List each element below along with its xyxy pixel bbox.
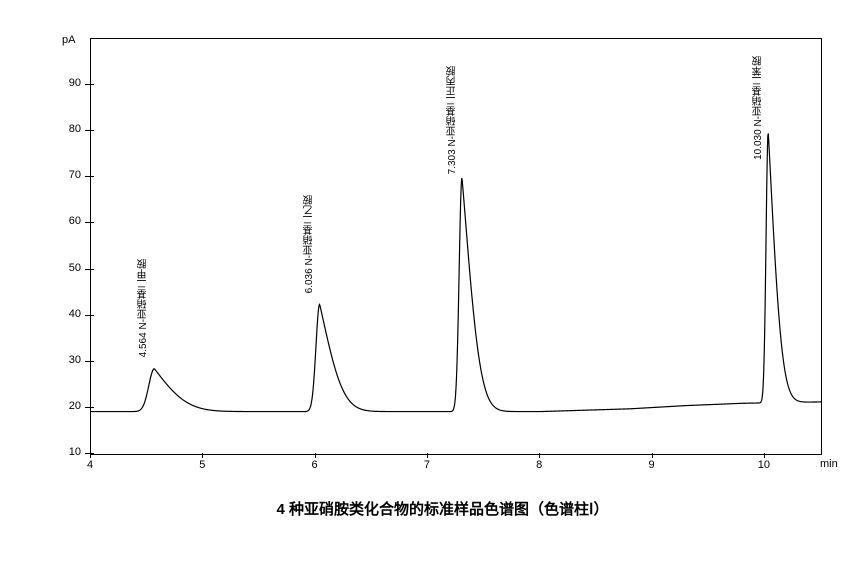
y-tick-inner — [90, 315, 94, 316]
y-tick-label: 90 — [55, 77, 81, 89]
y-tick-inner — [90, 130, 94, 131]
x-tick — [90, 453, 91, 458]
peak-label: 6.036 N-亚硝基二乙胺 — [302, 195, 317, 293]
x-tick-label: 6 — [300, 459, 330, 471]
x-tick — [315, 453, 316, 458]
x-tick — [652, 453, 653, 458]
y-tick-inner — [90, 222, 94, 223]
y-axis-unit: pA — [62, 34, 75, 46]
y-tick-label: 30 — [55, 354, 81, 366]
y-tick-label: 60 — [55, 215, 81, 227]
x-axis-unit: min — [820, 458, 838, 470]
x-tick-label: 10 — [749, 459, 779, 471]
x-tick — [427, 453, 428, 458]
y-tick-label: 50 — [55, 262, 81, 274]
y-tick-label: 20 — [55, 400, 81, 412]
chromatogram-trace — [91, 133, 821, 411]
y-tick-label: 70 — [55, 169, 81, 181]
y-tick-label: 10 — [55, 446, 81, 458]
y-tick-inner — [90, 361, 94, 362]
x-tick — [764, 453, 765, 458]
x-tick — [202, 453, 203, 458]
x-tick-label: 5 — [187, 459, 217, 471]
y-tick-label: 80 — [55, 123, 81, 135]
y-tick-inner — [90, 269, 94, 270]
y-tick-inner — [90, 407, 94, 408]
y-tick-label: 40 — [55, 308, 81, 320]
x-tick-label: 9 — [637, 459, 667, 471]
y-tick-inner — [90, 176, 94, 177]
x-tick-label: 7 — [412, 459, 442, 471]
y-tick-inner — [90, 84, 94, 85]
x-tick — [539, 453, 540, 458]
x-tick-label: 4 — [75, 459, 105, 471]
peak-label: 7.303 N-亚硝基二正丙胺 — [445, 66, 460, 174]
chromatogram-chart: 10 20 30 40 50 60 70 80 90 4 5 6 7 8 9 10 pA min 4.564 N-亚… — [20, 20, 845, 559]
peak-label: 10.030 N-亚硝基二苯胺 — [751, 56, 766, 160]
peak-label: 4.564 N-亚硝基二甲胺 — [136, 259, 151, 357]
chart-caption: 4 种亚硝胺类化合物的标准样品色谱图（色谱柱Ⅰ） — [20, 498, 845, 519]
x-tick-label: 8 — [524, 459, 554, 471]
